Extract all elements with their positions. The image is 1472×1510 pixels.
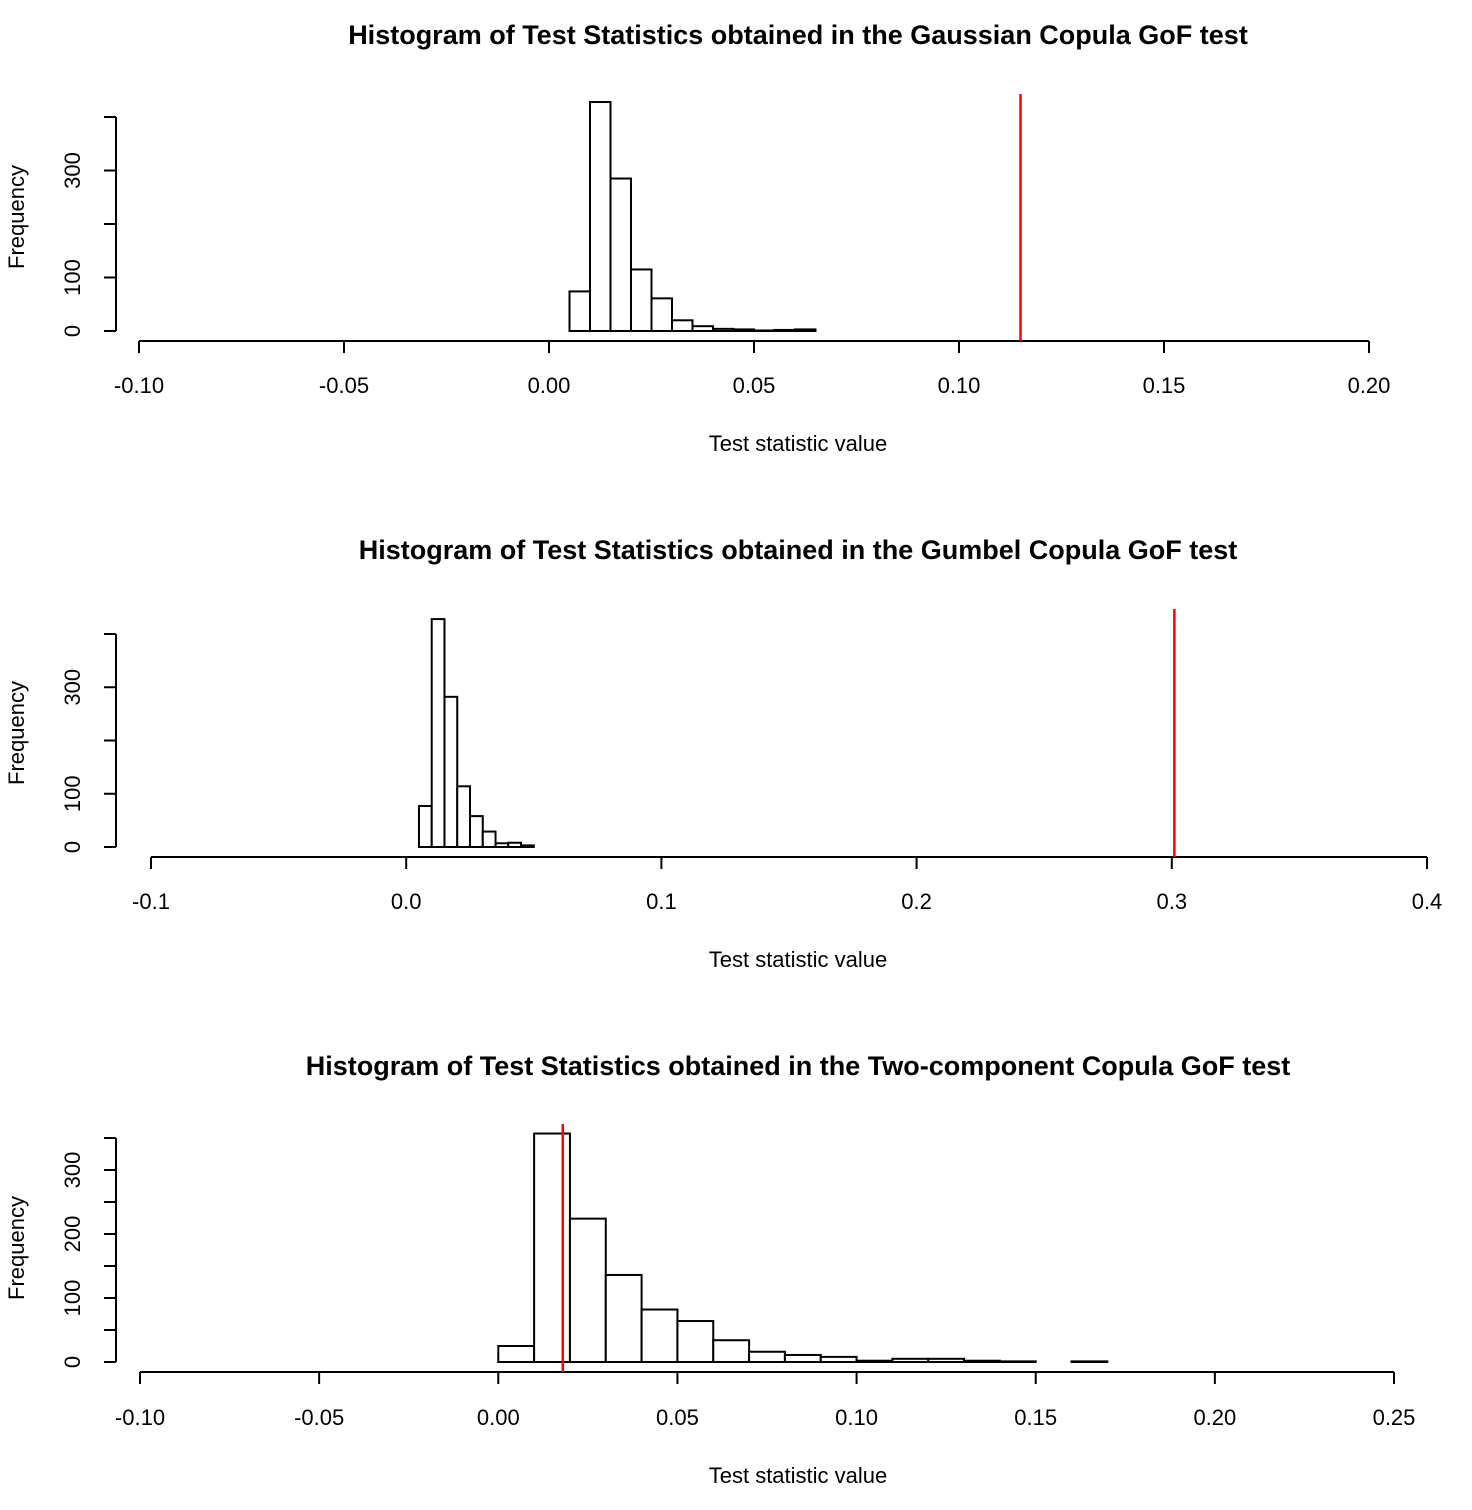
y-tick-label: 300 [60, 152, 85, 189]
histogram-bar [732, 328, 755, 332]
y-axis-label: Frequency [4, 1196, 29, 1300]
y-tick-label: 0 [60, 841, 85, 853]
histogram-bar [712, 1339, 751, 1363]
histogram-bar [753, 329, 776, 332]
histogram-bar [748, 1350, 786, 1364]
histogram-bar [773, 328, 796, 332]
histogram-bar [650, 297, 673, 332]
x-tick-label: 0.25 [1373, 1405, 1416, 1430]
histogram-bar [589, 101, 612, 332]
x-tick-label: 0.1 [646, 889, 677, 914]
x-tick-label: 0.4 [1412, 889, 1443, 914]
x-tick-label: 0.00 [528, 373, 571, 398]
x-tick-label: 0.20 [1348, 373, 1391, 398]
histogram-bar [691, 325, 714, 332]
histogram-bar [671, 319, 694, 332]
y-tick-label: 100 [60, 259, 85, 296]
histogram-bar [469, 815, 484, 848]
y-tick-label: 100 [60, 1280, 85, 1317]
x-axis-label: Test statistic value [709, 1463, 888, 1488]
x-axis-label: Test statistic value [709, 947, 888, 972]
histogram-bar [855, 1359, 894, 1363]
y-tick-label: 100 [60, 775, 85, 812]
histogram-bar [963, 1359, 1001, 1363]
x-tick-label: 0.3 [1157, 889, 1188, 914]
x-tick-label: -0.05 [294, 1405, 344, 1430]
histogram-bar [481, 830, 497, 848]
histogram-bar [417, 804, 433, 848]
histogram-bar [456, 785, 471, 848]
histogram-bar [497, 1345, 536, 1363]
y-tick-label: 300 [60, 669, 85, 706]
histogram-bar [998, 1360, 1037, 1363]
x-tick-label: 0.05 [733, 373, 776, 398]
x-tick-label: -0.05 [319, 373, 369, 398]
x-tick-label: 0.00 [477, 1405, 520, 1430]
x-tick-label: 0.05 [656, 1405, 699, 1430]
histogram-bar [640, 1308, 679, 1364]
x-tick-label: 0.0 [391, 889, 422, 914]
histogram-bar [520, 844, 535, 849]
histogram-bar [568, 290, 591, 333]
x-tick-label: -0.10 [114, 373, 164, 398]
y-axis-label: Frequency [4, 165, 29, 269]
chart-title: Histogram of Test Statistics obtained in… [348, 20, 1248, 50]
x-tick-label: -0.10 [115, 1405, 165, 1430]
chart-panel-2: Histogram of Test Statistics obtained in… [4, 535, 1442, 972]
histogram-bar [604, 1273, 643, 1363]
y-tick-label: 300 [60, 1152, 85, 1189]
x-tick-label: 0.15 [1014, 1405, 1057, 1430]
histogram-bar [533, 1132, 571, 1364]
histogram-bar [891, 1357, 930, 1364]
x-tick-label: -0.1 [132, 889, 170, 914]
y-tick-label: 200 [60, 1216, 85, 1253]
histogram-bar [443, 695, 459, 849]
y-tick-label: 0 [60, 1356, 85, 1368]
histogram-bar [507, 841, 523, 848]
histogram-bar [819, 1355, 858, 1364]
histogram-bar [494, 842, 510, 849]
histogram-bar [630, 268, 653, 333]
y-tick-label: 0 [60, 325, 85, 337]
histogram-bar [609, 177, 632, 332]
x-tick-label: 0.2 [901, 889, 932, 914]
y-axis-label: Frequency [4, 681, 29, 785]
chart-title: Histogram of Test Statistics obtained in… [359, 535, 1238, 565]
histogram-bar [1070, 1360, 1109, 1363]
x-tick-label: 0.20 [1193, 1405, 1236, 1430]
chart-title: Histogram of Test Statistics obtained in… [306, 1051, 1291, 1081]
x-tick-label: 0.15 [1143, 373, 1186, 398]
x-tick-label: 0.10 [938, 373, 981, 398]
histogram-bar [783, 1353, 822, 1363]
chart-panel-3: Histogram of Test Statistics obtained in… [4, 1051, 1415, 1488]
histogram-bar [568, 1217, 607, 1364]
histogram-bar [927, 1357, 966, 1364]
x-tick-label: 0.10 [835, 1405, 878, 1430]
histogram-bar [430, 618, 446, 849]
x-axis-label: Test statistic value [709, 431, 888, 456]
histogram-bar [794, 328, 817, 332]
histogram-bar [676, 1320, 715, 1364]
histogram-bar [712, 327, 735, 332]
chart-panel-1: Histogram of Test Statistics obtained in… [4, 20, 1390, 456]
